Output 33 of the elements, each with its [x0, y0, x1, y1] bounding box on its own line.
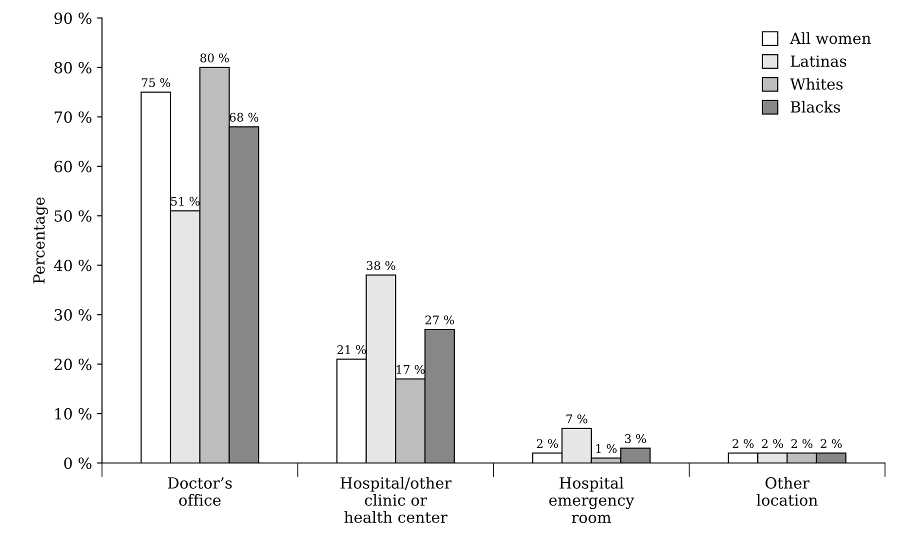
data-label: 3 % — [625, 434, 646, 444]
data-label: 2 % — [791, 439, 812, 448]
y-tick-label: 80 % — [54, 62, 92, 74]
y-tick-label: 70 % — [54, 111, 92, 123]
legend-label: Latinas — [790, 55, 846, 67]
y-axis-title: Percentage — [33, 198, 48, 284]
x-tick-label: Other location — [756, 476, 818, 506]
y-tick-label: 50 % — [54, 210, 92, 222]
legend-label: Whites — [790, 78, 843, 90]
legend-label: Blacks — [790, 100, 840, 113]
x-tick-label: Doctor’s office — [168, 477, 232, 506]
y-tick-label: 30 % — [54, 309, 92, 321]
y-tick-label: 0 % — [64, 457, 92, 470]
data-label: 2 % — [820, 439, 842, 448]
y-tick-label: 20 % — [54, 358, 92, 370]
data-label: 2 % — [762, 439, 784, 448]
y-tick-label: 40 % — [54, 260, 92, 272]
x-tick-label: Hospital emergency room — [549, 476, 634, 524]
data-label: 27 % — [425, 316, 454, 324]
data-label: 80 % — [200, 53, 229, 62]
x-tick-label: Hospital/other clinic or health center — [340, 476, 452, 523]
data-label: 2 % — [732, 439, 754, 448]
data-label: 38 % — [366, 261, 396, 270]
y-tick-label: 10 % — [55, 408, 92, 420]
data-label: 7 % — [566, 414, 588, 424]
data-label: 17 % — [396, 364, 425, 374]
y-tick-label: 60 % — [54, 160, 92, 172]
legend-label: All women — [790, 32, 871, 44]
data-label: 51 % — [171, 196, 200, 206]
y-tick-label: 90 % — [54, 12, 92, 24]
data-label: 75 % — [142, 78, 170, 88]
data-label: 2 % — [536, 439, 558, 448]
data-label: 1 % — [596, 444, 617, 453]
